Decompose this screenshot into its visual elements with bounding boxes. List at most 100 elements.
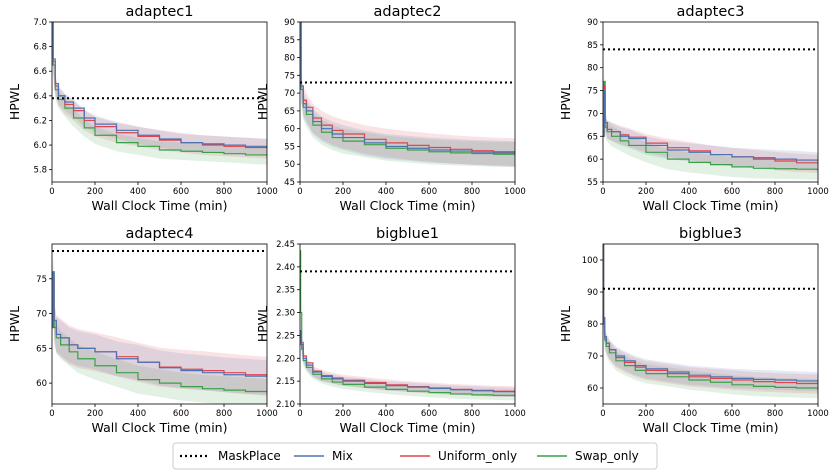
y-tick-label: 50 (284, 160, 295, 170)
band-Mix (603, 244, 818, 392)
y-tick-label: 55 (284, 142, 295, 152)
chart-panel-bigblue3: 0 200 400 600 800 1000 60 70 80 90 100 bigblue3 Wall… (558, 226, 829, 435)
x-tick-label: 200 (87, 409, 103, 419)
band-Swap_only (52, 22, 267, 165)
chart-title: adaptec4 (126, 226, 194, 242)
series-line-Mix (52, 271, 267, 378)
y-tick-label: 75 (587, 87, 598, 97)
y-axis-label: HPWL (7, 84, 22, 120)
y-tick-label: 80 (587, 64, 598, 74)
x-axis-label: Wall Clock Time (min) (643, 420, 779, 435)
y-tick-label: 60 (587, 384, 598, 394)
chart-panel-adaptec3: 0 200 400 600 800 1000 55 60 65 70 75 80 85 90 adaptec… (558, 4, 829, 213)
legend: MaskPlace Mix Uniform_only Swap_only (172, 442, 658, 470)
series-line-Mix (300, 330, 515, 393)
y-tick-label: 6.4 (33, 92, 47, 102)
y-tick-label: 85 (587, 41, 598, 51)
y-tick-label: 75 (36, 275, 47, 285)
x-axis-label: Wall Clock Time (min) (643, 198, 779, 213)
plot-area (52, 254, 267, 404)
x-tick-label: 600 (421, 187, 437, 197)
y-axis-label: HPWL (255, 84, 270, 120)
series-line-Mix (52, 22, 267, 148)
y-tick-label: 80 (284, 54, 295, 64)
legend-label-Mix: Mix (332, 449, 353, 463)
y-tick-label: 7.0 (33, 18, 47, 28)
x-tick-label: 200 (638, 409, 654, 419)
band-Mix (603, 81, 818, 171)
y-tick-label: 90 (587, 288, 598, 298)
x-tick-label: 1000 (807, 187, 829, 197)
series-line-Mix (603, 244, 818, 382)
plot-area (300, 22, 515, 168)
x-tick-label: 400 (130, 409, 146, 419)
x-tick-label: 0 (297, 187, 302, 197)
chart-panel-adaptec4: 0 200 400 600 800 1000 60 65 70 75 adaptec4 Wall Cl… (7, 226, 278, 435)
series-line-Mix (300, 22, 515, 154)
x-tick-label: 200 (638, 187, 654, 197)
y-tick-label: 55 (587, 178, 598, 188)
x-tick-label: 0 (49, 409, 54, 419)
series-line-Mix (603, 89, 818, 162)
y-axis-label: HPWL (558, 84, 573, 120)
y-tick-label: 5.8 (33, 166, 47, 176)
x-axis-label: Wall Clock Time (min) (92, 198, 228, 213)
y-tick-label: 2.40 (276, 263, 295, 273)
y-tick-label: 6.8 (33, 43, 47, 53)
y-axis-label: HPWL (255, 306, 270, 342)
x-tick-label: 800 (216, 187, 232, 197)
plot-area (52, 22, 267, 165)
x-axis-label: Wall Clock Time (min) (340, 420, 476, 435)
x-tick-label: 1000 (807, 409, 829, 419)
x-tick-label: 800 (767, 409, 783, 419)
y-tick-label: 2.35 (276, 286, 295, 296)
x-axis-label: Wall Clock Time (min) (92, 420, 228, 435)
x-tick-label: 600 (173, 187, 189, 197)
band-Mix (300, 22, 515, 166)
x-tick-label: 0 (600, 409, 605, 419)
band-Uniform_only (300, 325, 515, 398)
x-tick-label: 1000 (504, 187, 526, 197)
axes-frame (299, 21, 516, 183)
y-tick-label: 60 (284, 125, 295, 135)
band-Mix (300, 326, 515, 398)
chart-title: bigblue1 (376, 226, 439, 242)
y-tick-label: 70 (587, 352, 598, 362)
x-tick-label: 1000 (256, 409, 278, 419)
x-tick-label: 400 (378, 187, 394, 197)
band-Uniform_only (52, 259, 267, 396)
y-tick-label: 65 (284, 107, 295, 117)
y-tick-label: 2.30 (276, 309, 295, 319)
y-axis-label: HPWL (558, 306, 573, 342)
axes-frame (299, 243, 516, 405)
x-tick-label: 600 (421, 409, 437, 419)
x-tick-label: 400 (378, 409, 394, 419)
y-tick-label: 2.15 (276, 377, 295, 387)
x-tick-label: 800 (216, 409, 232, 419)
chart-title: adaptec3 (677, 4, 745, 20)
y-tick-label: 70 (284, 89, 295, 99)
y-tick-label: 60 (36, 379, 47, 389)
y-tick-label: 70 (36, 310, 47, 320)
plot-area (603, 71, 818, 180)
band-Mix (52, 22, 267, 157)
y-tick-label: 65 (587, 132, 598, 142)
x-tick-label: 0 (297, 409, 302, 419)
axes-frame (51, 21, 268, 183)
y-tick-label: 100 (582, 256, 598, 266)
y-tick-label: 2.20 (276, 354, 295, 364)
x-tick-label: 800 (464, 187, 480, 197)
y-tick-label: 6.0 (33, 141, 47, 151)
x-tick-label: 1000 (256, 187, 278, 197)
band-Uniform_only (603, 76, 818, 173)
x-tick-label: 0 (49, 187, 54, 197)
y-tick-label: 6.2 (33, 116, 47, 126)
y-tick-label: 2.25 (276, 331, 295, 341)
y-tick-label: 2.45 (276, 240, 295, 250)
y-tick-label: 65 (36, 344, 47, 354)
legend-label-MaskPlace: MaskPlace (218, 449, 281, 463)
y-tick-label: 70 (587, 109, 598, 119)
chart-title: adaptec2 (374, 4, 442, 20)
band-Uniform_only (603, 244, 818, 394)
